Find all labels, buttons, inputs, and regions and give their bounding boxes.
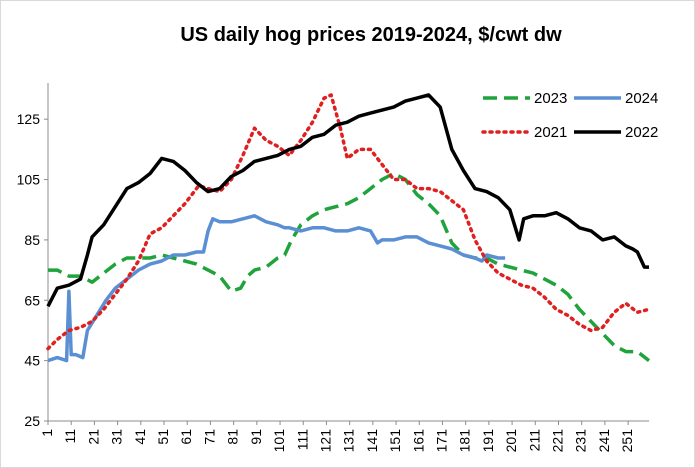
y-tick-label: 85 [24,232,40,248]
chart-title: US daily hog prices 2019-2024, $/cwt dw [180,24,562,46]
y-tick-label: 45 [24,353,40,369]
legend-label-2024: 2024 [625,90,658,107]
x-tick-label: 161 [410,429,426,453]
y-tick-label: 105 [17,172,41,188]
series-line-2024 [47,214,506,363]
y-tick-label: 125 [17,111,41,127]
x-tick-label: 241 [596,429,612,453]
x-tick-label: 211 [526,429,542,452]
x-tick-label: 71 [201,429,217,445]
x-tick-label: 141 [364,429,380,453]
series-line-2021 [46,93,651,351]
series-line-2022 [46,93,649,308]
x-tick-label: 111 [294,429,310,450]
x-tick-label: 61 [178,429,194,445]
y-tick-label: 25 [24,413,40,429]
x-tick-label: 191 [480,429,496,453]
x-tick-label: 91 [248,429,264,445]
legend-label-2021: 2021 [534,124,567,141]
x-tick-label: 11 [62,429,78,444]
x-tick-label: 81 [225,429,241,445]
legend: 2023 2024 2021 2022 [481,90,658,141]
legend-label-2022: 2022 [625,124,658,141]
x-tick-label: 31 [109,429,125,445]
x-tick-label: 171 [433,429,449,453]
legend-label-2023: 2023 [534,90,567,107]
x-tick-label: 231 [573,429,589,453]
x-tick-label: 41 [132,429,148,445]
x-tick-label: 51 [155,429,171,445]
x-tick-label: 101 [271,429,287,453]
x-tick-label: 1 [39,429,55,437]
y-tick-label: 65 [24,292,40,308]
x-tick-label: 151 [387,429,403,453]
x-tick-label: 201 [503,429,519,453]
x-tick-label: 121 [317,429,333,453]
series-lines [46,93,651,363]
series-line-2023 [48,171,651,362]
x-tick-label: 221 [550,429,566,453]
x-tick-label: 131 [341,429,357,453]
x-tick-label: 251 [619,429,635,453]
x-tick-label: 21 [85,429,101,445]
x-tick-label: 181 [457,429,473,453]
